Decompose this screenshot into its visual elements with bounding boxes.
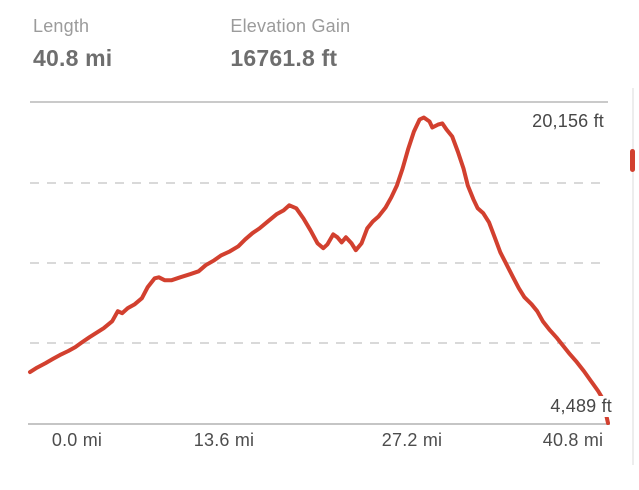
trail-stats: Length 40.8 mi Elevation Gain 16761.8 ft xyxy=(33,16,350,72)
length-label: Length xyxy=(33,16,90,36)
max-elevation-label: 20,156 ft xyxy=(530,111,606,132)
gridline-dashed-3 xyxy=(30,342,608,344)
x-axis-ticks: 0.0 mi 13.6 mi 27.2 mi 40.8 mi xyxy=(0,430,639,452)
scrollbar-thumb[interactable] xyxy=(630,149,635,172)
elevation-gain-value: 16761.8 ft xyxy=(230,44,338,71)
gridline-dashed-2 xyxy=(30,262,608,264)
x-tick-3: 40.8 mi xyxy=(542,430,604,450)
stat-length: Length 40.8 mi xyxy=(33,16,112,72)
gridline-dashed-1 xyxy=(30,182,608,184)
min-elevation-label: 4,489 ft xyxy=(548,396,614,417)
elevation-line xyxy=(28,115,610,425)
length-value: 40.8 mi xyxy=(33,44,113,71)
x-axis-line xyxy=(28,423,610,425)
x-tick-0: 0.0 mi xyxy=(51,430,103,450)
stat-elevation-gain: Elevation Gain 16761.8 ft xyxy=(230,16,350,72)
scrollbar-track[interactable] xyxy=(632,88,634,465)
gridline-max xyxy=(30,101,608,103)
x-tick-2: 27.2 mi xyxy=(381,430,443,450)
x-tick-1: 13.6 mi xyxy=(193,430,255,450)
elevation-gain-label: Elevation Gain xyxy=(230,16,351,36)
